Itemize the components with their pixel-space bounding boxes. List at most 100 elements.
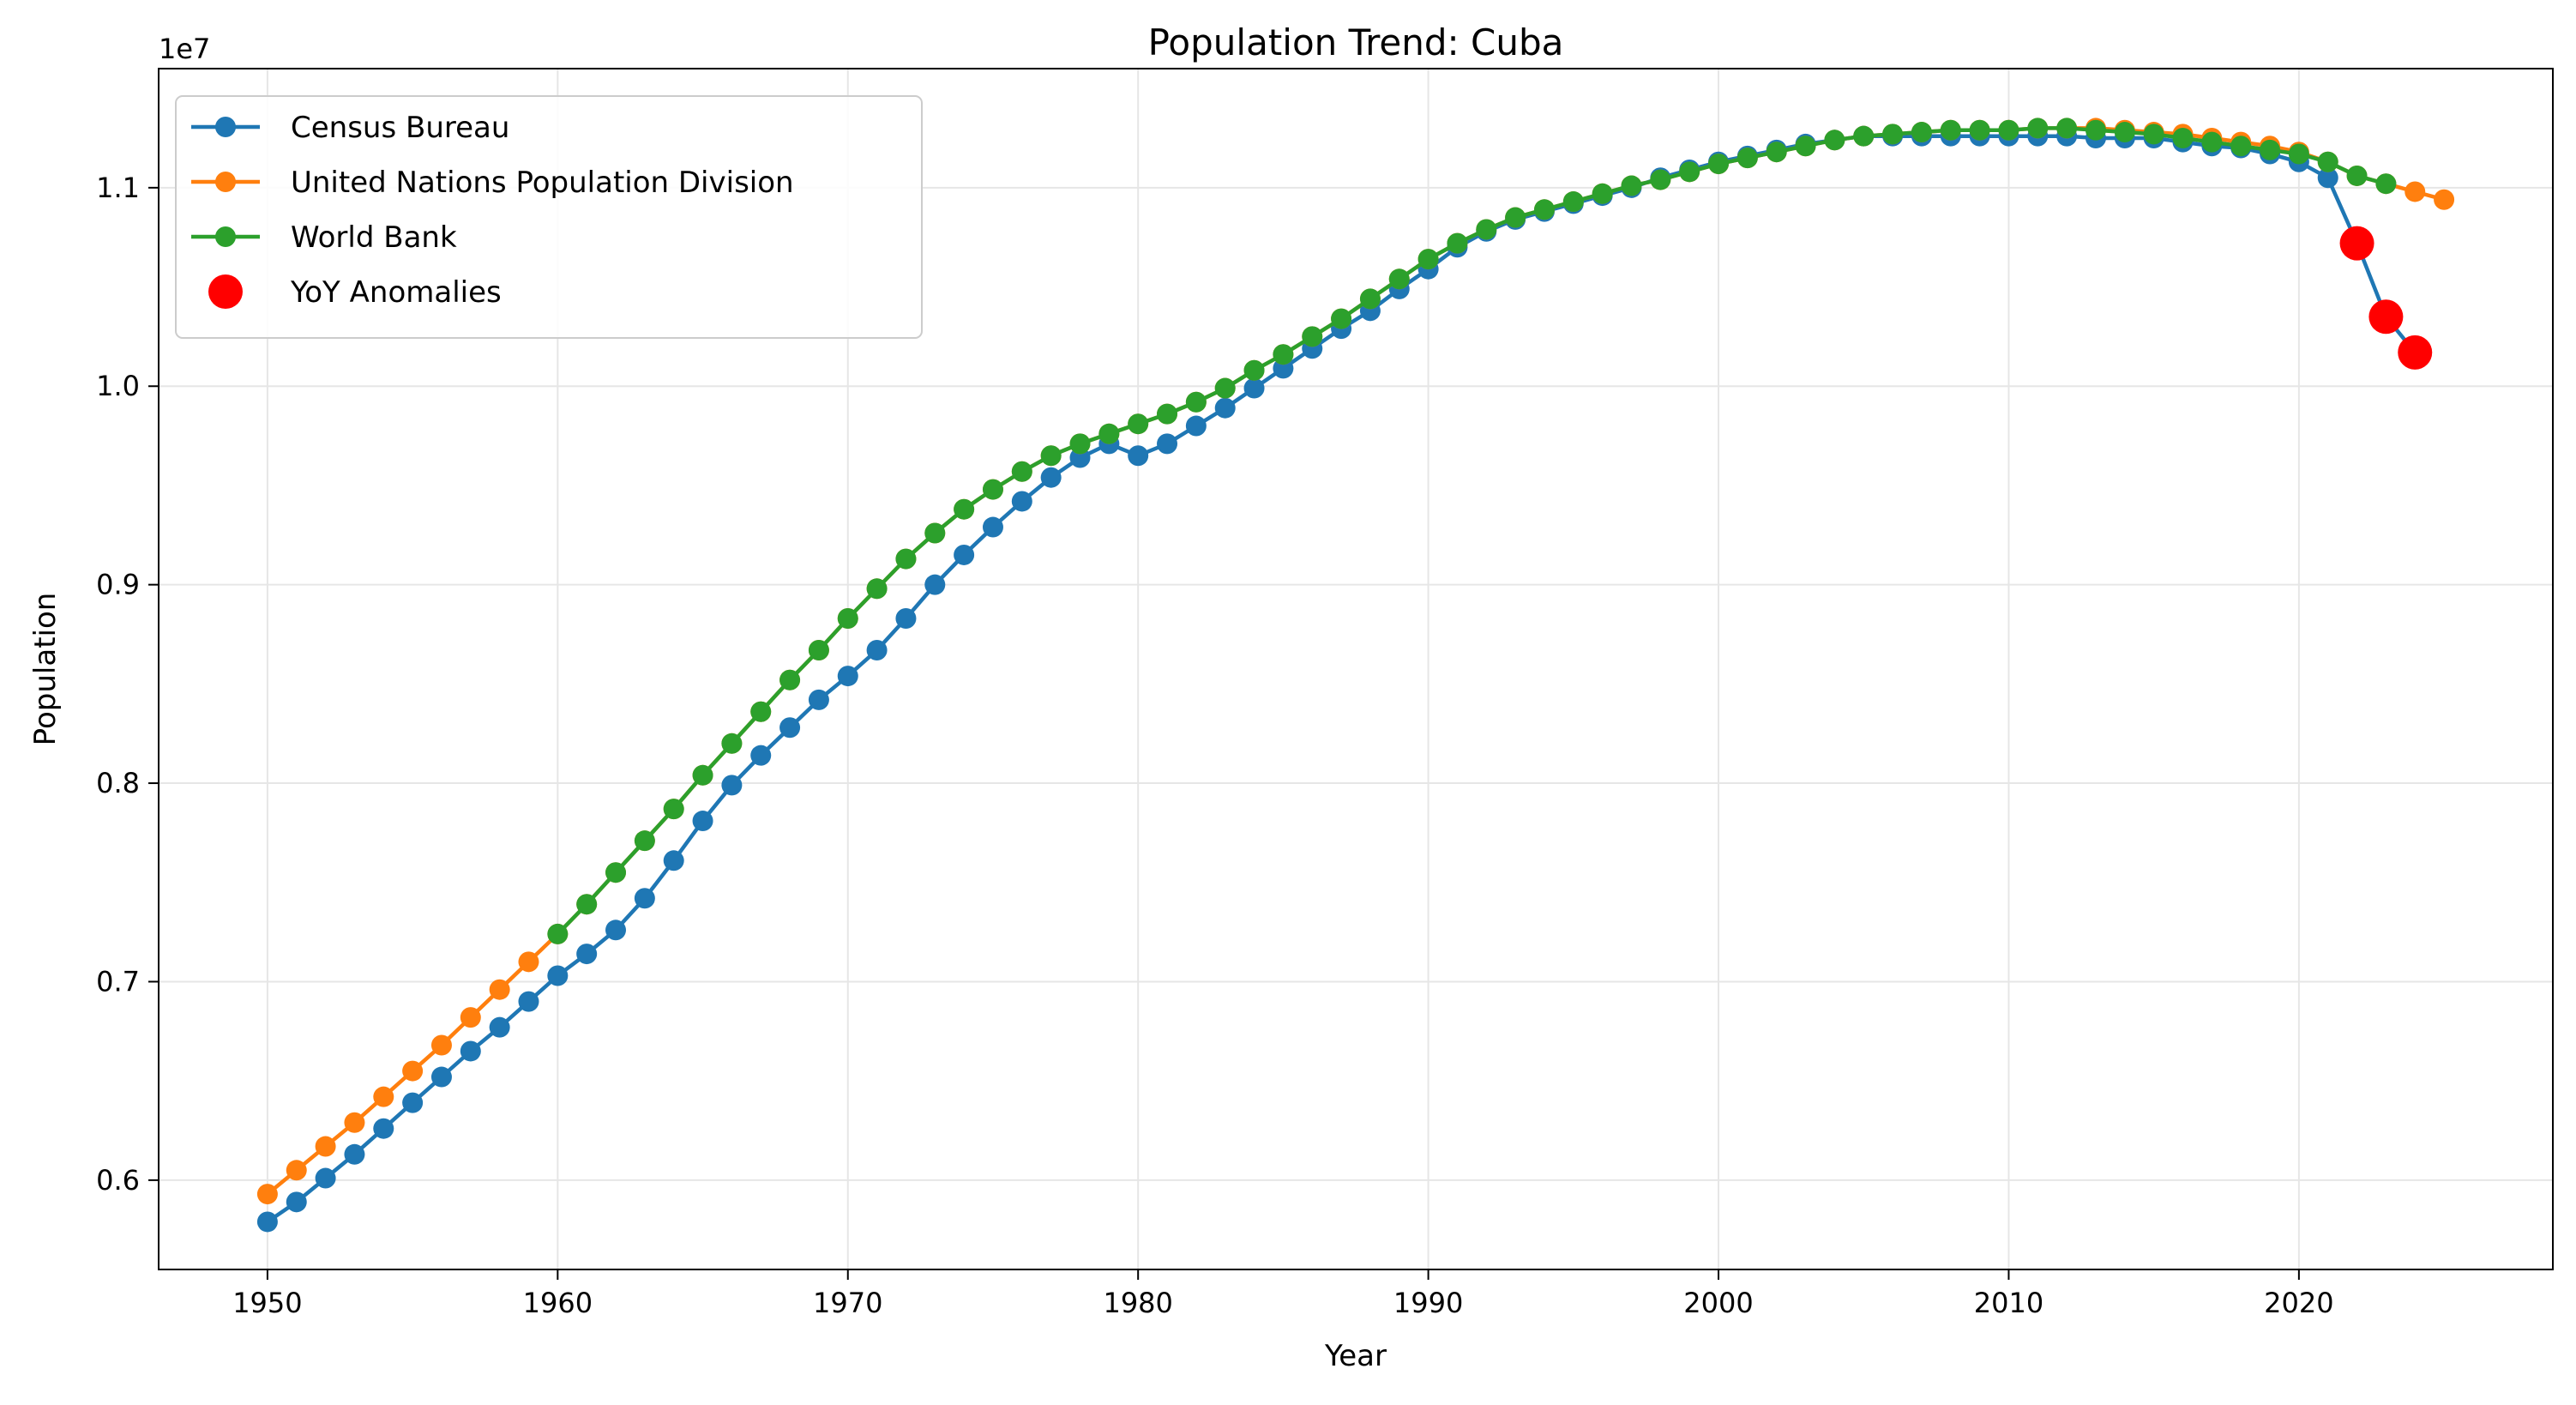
x-tick-label: 1960 bbox=[523, 1287, 593, 1319]
data-point bbox=[1853, 125, 1875, 147]
data-point bbox=[518, 991, 539, 1012]
series-line bbox=[556, 126, 2386, 936]
data-point bbox=[1214, 377, 1236, 399]
data-point bbox=[2346, 165, 2368, 186]
data-point bbox=[1998, 119, 2019, 141]
data-point bbox=[1302, 326, 1323, 347]
legend-box bbox=[175, 95, 923, 339]
data-point bbox=[1331, 308, 1352, 329]
data-point bbox=[1214, 397, 1236, 419]
data-point bbox=[1273, 344, 1294, 365]
legend-entry: United Nations Population Division bbox=[191, 166, 794, 200]
x-tick-label: 2000 bbox=[1683, 1287, 1753, 1319]
data-point bbox=[315, 1136, 336, 1157]
data-point bbox=[489, 979, 510, 1000]
data-point bbox=[1069, 433, 1091, 455]
data-point bbox=[750, 701, 772, 722]
y-tick-label: 1.0 bbox=[96, 370, 140, 402]
data-point bbox=[344, 1112, 365, 1133]
data-point bbox=[721, 775, 743, 796]
data-point bbox=[2143, 124, 2164, 145]
y-axis: 0.6 0.7 0.8 0.9 1.0 1.1 bbox=[96, 172, 159, 1197]
data-point bbox=[924, 522, 946, 544]
data-point bbox=[2056, 118, 2078, 139]
data-point bbox=[2288, 143, 2309, 165]
data-point bbox=[1476, 219, 1497, 240]
y-tick-label: 0.8 bbox=[96, 767, 140, 799]
data-point bbox=[808, 689, 829, 710]
data-point bbox=[1243, 359, 1265, 381]
x-axis-label: Year bbox=[1324, 1339, 1387, 1373]
data-point bbox=[1940, 119, 1961, 141]
series-yoy-anomalies bbox=[2339, 226, 2433, 370]
data-point bbox=[1417, 249, 1439, 270]
data-point bbox=[2114, 122, 2135, 143]
data-point bbox=[460, 1007, 481, 1028]
legend-label: YoY Anomalies bbox=[290, 275, 502, 310]
y-tick-label: 0.6 bbox=[96, 1164, 140, 1197]
data-point bbox=[982, 516, 1003, 538]
data-point bbox=[1911, 122, 1932, 143]
data-point bbox=[808, 640, 829, 661]
data-point bbox=[1011, 461, 1032, 482]
legend-marker bbox=[215, 172, 236, 192]
x-tick-label: 1980 bbox=[1103, 1287, 1172, 1319]
chart-title: Population Trend: Cuba bbox=[1148, 21, 1564, 63]
y-axis-label: Population bbox=[28, 593, 63, 746]
data-point bbox=[750, 745, 772, 766]
legend-marker bbox=[215, 117, 236, 137]
data-point bbox=[1533, 199, 1555, 220]
data-point bbox=[721, 733, 743, 754]
data-point bbox=[779, 669, 801, 690]
data-point bbox=[1185, 391, 1207, 413]
data-point bbox=[1969, 119, 1990, 141]
data-point bbox=[837, 607, 858, 629]
data-point bbox=[866, 640, 888, 661]
data-point bbox=[1795, 136, 1816, 157]
data-point bbox=[256, 1211, 278, 1233]
data-point bbox=[954, 498, 975, 520]
data-point bbox=[1040, 467, 1062, 488]
data-point bbox=[286, 1160, 307, 1181]
data-point bbox=[634, 830, 655, 852]
data-point bbox=[1128, 413, 1149, 435]
data-point bbox=[605, 862, 627, 883]
legend-label: Census Bureau bbox=[291, 111, 509, 145]
data-point bbox=[576, 894, 598, 915]
data-point bbox=[344, 1143, 365, 1165]
legend-entry: World Bank bbox=[191, 220, 457, 255]
data-point bbox=[2260, 139, 2281, 160]
y-tick-label: 0.7 bbox=[96, 965, 140, 998]
x-tick-label: 1990 bbox=[1393, 1287, 1463, 1319]
data-point bbox=[518, 951, 539, 973]
x-axis: 1950 1960 1970 1980 1990 2000 2010 2020 bbox=[232, 1269, 2334, 1319]
data-point bbox=[1243, 377, 1265, 399]
data-point bbox=[430, 1066, 452, 1088]
data-point bbox=[895, 607, 917, 629]
data-point bbox=[924, 574, 946, 595]
data-point bbox=[2317, 167, 2338, 189]
data-point bbox=[489, 1016, 510, 1038]
data-point bbox=[2085, 119, 2106, 141]
legend-marker bbox=[208, 274, 243, 309]
data-point bbox=[605, 920, 627, 941]
data-point bbox=[1505, 207, 1526, 228]
data-point bbox=[1882, 124, 1904, 145]
legend-entry: Census Bureau bbox=[191, 111, 509, 145]
data-point bbox=[866, 578, 888, 600]
data-point bbox=[2317, 151, 2338, 172]
data-point bbox=[1562, 191, 1584, 213]
x-tick-label: 2020 bbox=[2264, 1287, 2333, 1319]
x-tick-label: 1950 bbox=[232, 1287, 302, 1319]
data-point bbox=[663, 799, 684, 820]
data-point bbox=[1157, 403, 1178, 425]
data-point bbox=[547, 923, 569, 944]
y-offset-label: 1e7 bbox=[159, 33, 210, 65]
data-point bbox=[692, 764, 713, 786]
data-point bbox=[256, 1184, 278, 1205]
anomaly-point bbox=[2339, 226, 2374, 261]
data-point bbox=[1185, 415, 1207, 437]
data-point bbox=[1679, 161, 1700, 183]
legend-marker bbox=[215, 226, 236, 247]
x-tick-label: 2010 bbox=[1974, 1287, 2043, 1319]
